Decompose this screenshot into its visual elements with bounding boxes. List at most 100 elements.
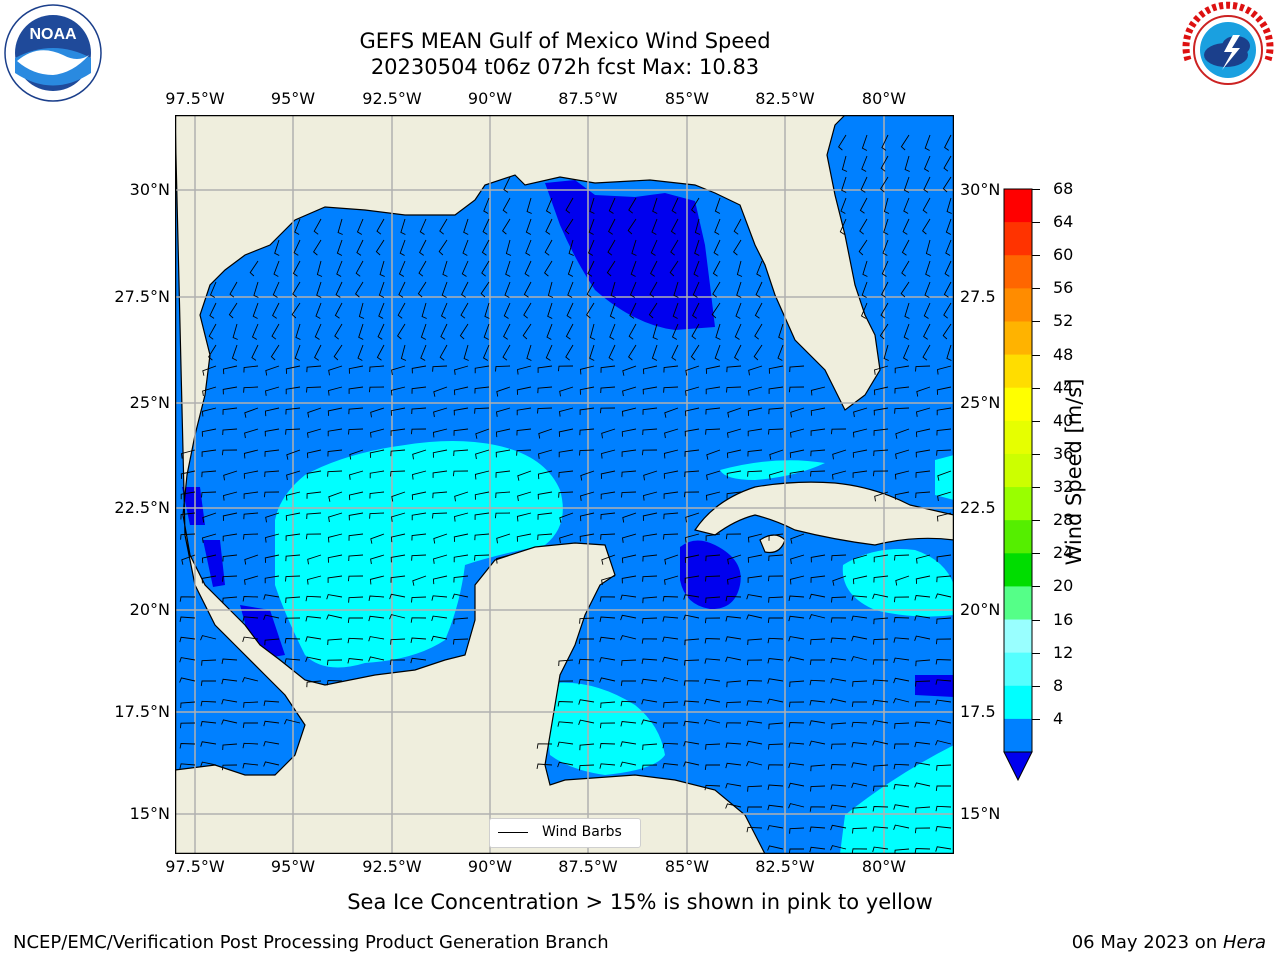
wind-barb (671, 197, 679, 214)
wind-barb (642, 743, 658, 751)
wind-barb (830, 743, 847, 750)
wind-barb (221, 678, 238, 685)
wind-barb (503, 323, 511, 340)
wind-barb (704, 698, 721, 705)
wind-barb (880, 302, 889, 319)
wind-barb (705, 533, 721, 541)
colorbar-tick-mark (1032, 652, 1040, 654)
colorbar-bin (1004, 718, 1032, 753)
wind-barb (559, 386, 574, 397)
wind-barb (292, 260, 301, 277)
colorbar-tick-mark (1032, 354, 1040, 356)
wind-barb (767, 825, 784, 831)
wind-barb (620, 680, 636, 686)
wind-barb (893, 677, 910, 684)
wind-barb (747, 554, 763, 563)
wind-barb (181, 554, 196, 565)
wind-barb (664, 428, 679, 439)
wind-barb (663, 365, 679, 373)
wind-barb (685, 512, 700, 523)
wind-barb (453, 428, 469, 436)
wind-barb (565, 197, 574, 214)
wind-barb (265, 365, 280, 376)
wind-barb (579, 743, 595, 751)
wind-barb (684, 428, 700, 437)
wind-barb (578, 638, 594, 644)
wind-barb (790, 533, 805, 544)
wind-barb (579, 386, 595, 395)
wind-barb (370, 428, 385, 438)
axis-tick-label: 25°N (129, 393, 170, 412)
wind-barb (557, 761, 574, 768)
wind-barb (379, 260, 385, 277)
wind-barb (914, 595, 931, 601)
wind-barb (852, 827, 868, 834)
colorbar-bin (1004, 222, 1032, 256)
wind-barb (629, 302, 637, 319)
wind-barb (495, 428, 511, 438)
wind-barb (916, 386, 931, 397)
wind-barb (559, 407, 574, 417)
wind-barb (242, 742, 259, 749)
wind-barb (566, 302, 574, 319)
wind-barb (809, 679, 826, 686)
wind-barb (923, 155, 931, 172)
wind-barb (305, 656, 322, 662)
wind-barb (841, 155, 848, 172)
wind-barb (244, 428, 259, 439)
wind-barb (705, 554, 721, 562)
wind-barb (923, 323, 931, 340)
map-title-line2: 20230504 t06z 072h fcst Max: 10.83 (370, 55, 760, 79)
wind-below-4-region (203, 540, 225, 587)
wind-barb (417, 281, 427, 298)
wind-barb (222, 386, 238, 395)
wind-barb (475, 428, 490, 439)
wind-barb (536, 763, 553, 769)
wind-barb (264, 386, 280, 396)
wind-barb (841, 176, 847, 193)
wind-barb (923, 302, 931, 319)
wind-barb (293, 239, 301, 256)
wind-barb (599, 763, 616, 769)
wind-barb (390, 449, 406, 457)
wind-barb (755, 281, 763, 298)
wind-barb (830, 657, 847, 664)
wind-barb (725, 595, 742, 602)
wind-barb (789, 827, 805, 834)
wind-barb (705, 386, 721, 395)
wind-barb (180, 512, 196, 520)
wind-barb (609, 302, 616, 319)
wind-barb (628, 344, 637, 361)
wind-barb (810, 470, 826, 477)
wind-barb (748, 365, 763, 376)
wind-barb (222, 554, 238, 562)
wind-barb (684, 449, 700, 457)
wind-barb (474, 512, 490, 520)
wind-barb (705, 743, 721, 750)
wind-barb (453, 554, 469, 563)
wind-barb (670, 218, 679, 235)
wind-barb (432, 428, 448, 438)
wind-barb (306, 680, 322, 688)
wind-barb (860, 302, 868, 319)
wind-barb (607, 239, 616, 256)
wind-barb (249, 260, 259, 277)
wind-barb (294, 344, 301, 361)
wind-barb (483, 197, 490, 214)
wind-barb (348, 470, 364, 480)
colorbar-bin (1004, 420, 1032, 455)
wind-barb (264, 470, 280, 478)
colorbar-label-text: Wind Speed [m/s] (1062, 378, 1086, 566)
axis-tick-label: 82.5°W (755, 89, 815, 108)
wind-barb (578, 719, 595, 725)
wind-barb (725, 722, 742, 728)
wind-barb (882, 239, 889, 256)
wind-barb (221, 699, 238, 705)
wind-barb (768, 428, 784, 435)
wind-barb (348, 428, 364, 435)
wind-barb (935, 638, 952, 645)
wind-barb (904, 155, 910, 172)
wind-barb (263, 491, 280, 498)
wind-barb (202, 365, 217, 376)
wind-barb (315, 302, 322, 319)
